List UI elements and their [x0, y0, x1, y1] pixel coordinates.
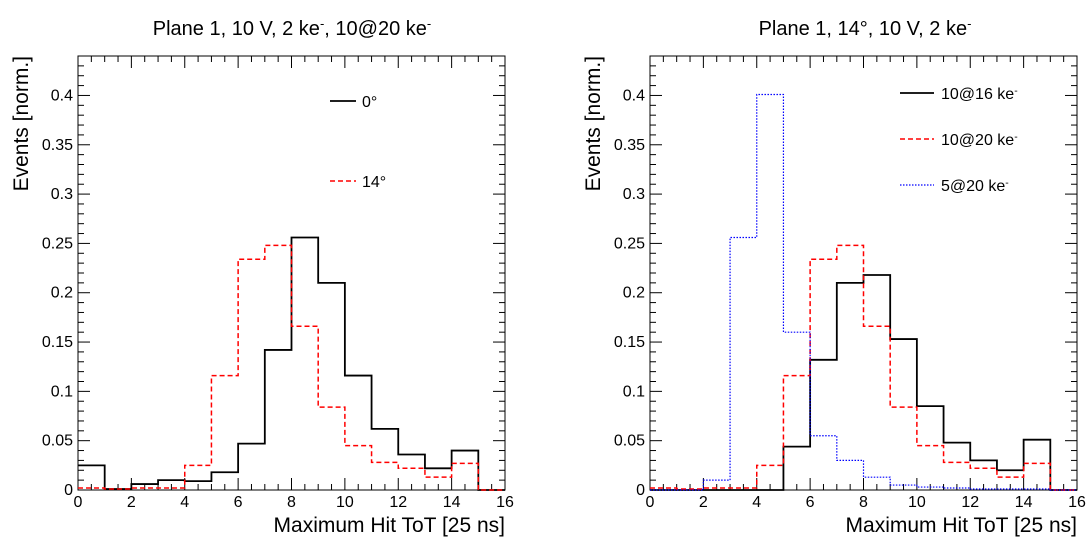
x-tick-label: 4 [180, 494, 189, 511]
series-group [78, 236, 505, 491]
y-tick-label: 0.25 [614, 235, 645, 252]
legend-label: 0° [362, 94, 377, 111]
y-tick-label: 0.3 [51, 186, 73, 203]
x-tick-label: 6 [234, 494, 243, 511]
plot-frame [649, 55, 1078, 491]
y-tick-label: 0.35 [614, 137, 645, 154]
y-axis-label: Events [norm.] [10, 56, 33, 191]
x-tick-label: 8 [859, 494, 868, 511]
series-line-2 [78, 244, 505, 491]
x-tick-label: 14 [443, 494, 461, 511]
y-tick-label: 0.3 [623, 186, 645, 203]
legend-label: 5@20 ke- [941, 178, 1009, 196]
x-tick-label: 12 [389, 494, 407, 511]
series-line-3 [650, 93, 1077, 491]
y-tick-label: 0.1 [51, 383, 73, 400]
legend-label: 10@16 ke- [941, 86, 1018, 104]
x-tick-label: 12 [961, 494, 979, 511]
x-tick-label: 6 [806, 494, 815, 511]
chart-panel-2: 0 2 4 6 8 10 12 14 16 0 0.05 0.1 0.15 0.2 0.25 0.3 0.35 0… [582, 16, 1086, 538]
chart-title: Plane 1, 14°, 10 V, 2 ke- [759, 16, 972, 41]
legend-label: 10@20 ke- [941, 132, 1018, 150]
y-tick-label: 0 [636, 482, 645, 499]
y-axis-label: Events [norm.] [582, 56, 605, 191]
y-tick-label: 0.25 [42, 235, 73, 252]
y-tick-label: 0 [64, 482, 73, 499]
x-tick-label: 4 [752, 494, 761, 511]
series-line-1 [650, 274, 1077, 491]
x-axis-label: Maximum Hit ToT [25 ns] [846, 514, 1077, 537]
y-tick-label: 0.15 [42, 334, 73, 351]
x-tick-label: 0 [74, 494, 83, 511]
x-tick-label: 0 [646, 494, 655, 511]
y-tick-label: 0.05 [614, 433, 645, 450]
y-tick-label: 0.35 [42, 137, 73, 154]
x-axis-label: Maximum Hit ToT [25 ns] [274, 514, 505, 537]
y-tick-label: 0.4 [623, 87, 645, 104]
y-tick-label: 0.2 [623, 285, 645, 302]
x-tick-label: 16 [496, 494, 514, 511]
y-tick-label: 0.1 [623, 383, 645, 400]
y-tick-label: 0.05 [42, 433, 73, 450]
chart-title: Plane 1, 10 V, 2 ke-, 10@20 ke- [153, 16, 431, 41]
x-tick-label: 2 [127, 494, 136, 511]
legend-label: 14° [362, 174, 386, 191]
series-group [650, 93, 1077, 491]
x-tick-label: 16 [1068, 494, 1086, 511]
legend: 10@16 ke- 10@20 ke- 5@20 ke- [900, 86, 1018, 196]
series-line-2 [650, 244, 1077, 491]
x-tick-label: 2 [699, 494, 708, 511]
chart-panel-1: 0 2 4 6 8 10 12 14 16 0 0.05 0.1 0.15 0.2 0.25 0.3 0.35 0… [10, 16, 514, 538]
x-tick-label: 14 [1015, 494, 1033, 511]
y-tick-label: 0.15 [614, 334, 645, 351]
y-tick-label: 0.4 [51, 87, 73, 104]
x-tick-label: 10 [908, 494, 926, 511]
x-tick-label: 10 [336, 494, 354, 511]
x-tick-label: 8 [287, 494, 296, 511]
legend: 0° 14° [330, 94, 386, 191]
y-tick-label: 0.2 [51, 285, 73, 302]
